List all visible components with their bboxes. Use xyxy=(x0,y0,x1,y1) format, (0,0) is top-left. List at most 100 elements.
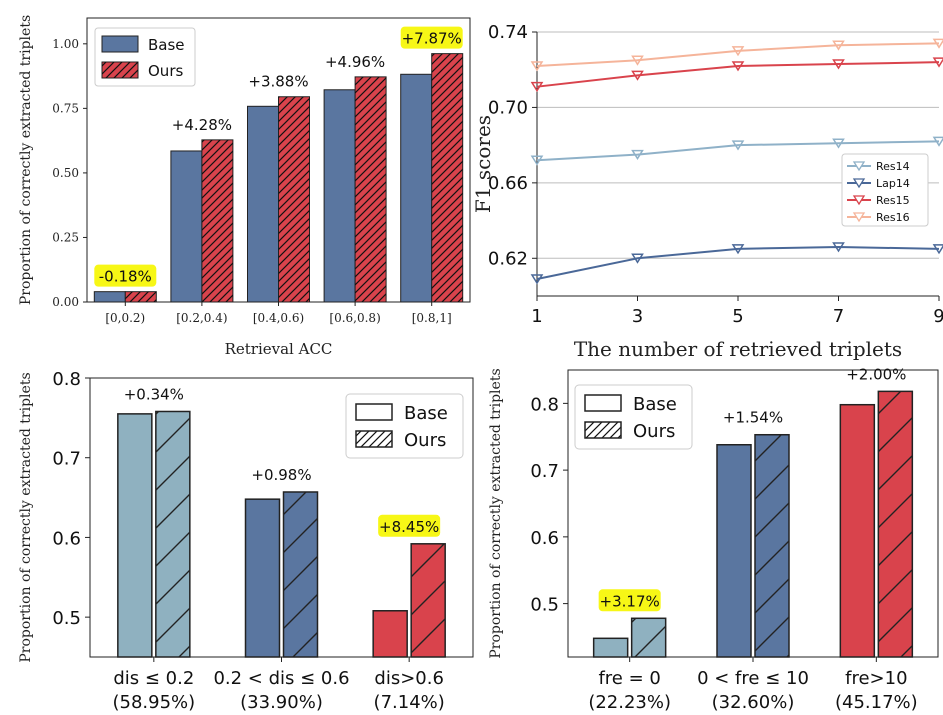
plot2-legend-marker xyxy=(852,212,866,223)
plot4-annotation: +1.54% xyxy=(723,409,783,427)
plot1-annotation: +7.87% xyxy=(402,30,462,48)
plot3-ytick-label: 0.7 xyxy=(52,449,81,470)
plot3-xtick-sublabel: (58.95%) xyxy=(112,692,195,713)
plot2-legend-marker xyxy=(852,161,866,172)
plot3-bar-base xyxy=(244,498,281,658)
plot3-ylabel: Proportion of correctly extracted triple… xyxy=(18,372,34,662)
plot2-line-res16 xyxy=(536,42,940,67)
plot1-annotation-highlight xyxy=(400,26,463,49)
plot1-annotation: +4.28% xyxy=(172,116,232,134)
plot3-annotation: +0.98% xyxy=(251,466,311,484)
plot4-legend-swatch-base xyxy=(584,394,622,412)
plot1-ytick-label: 1.00 xyxy=(52,37,79,51)
plot2-marker-res16 xyxy=(530,61,544,72)
plot2-marker-res16 xyxy=(932,38,943,49)
plot1-bar-ours-hatch xyxy=(201,139,233,302)
plot2-legend-marker xyxy=(852,178,866,189)
plot2-xtick-label: 3 xyxy=(632,306,643,327)
plot2-line-res14 xyxy=(536,140,940,162)
plot1-bar-base xyxy=(170,150,203,303)
plot2-ytick-label: 0.62 xyxy=(488,248,528,269)
plot1-annotation-highlight xyxy=(94,264,157,287)
plot1-bar-ours-hatch xyxy=(431,53,463,302)
plot2-marker-lap14 xyxy=(631,253,644,264)
plot4-xtick-sublabel: (45.17%) xyxy=(835,692,918,713)
plot1-bar-ours-hatch xyxy=(125,291,157,302)
plot2-legend-label: Res16 xyxy=(876,211,910,224)
plot3-bar-ours-hatch xyxy=(411,543,446,657)
plot3-ytick-label: 0.5 xyxy=(52,608,81,629)
plot4-bar-ours-hatch xyxy=(631,618,666,657)
plot4-xtick-label: fre = 0 xyxy=(598,668,660,689)
plot4-legend-swatch-ours xyxy=(584,421,622,439)
plot2-line-lap14 xyxy=(536,245,940,281)
plot3-bar-ours-hatch xyxy=(155,411,190,657)
plot2-marker-res14 xyxy=(631,149,644,160)
plot1-legend-swatch-ours-hatch xyxy=(102,62,138,78)
plot3-annotation: +0.34% xyxy=(124,385,184,403)
plot1-xlabel: Retrieval ACC xyxy=(225,340,333,358)
plot1-bar-ours-hatch xyxy=(278,96,310,302)
plot4-bar-ours-hatch xyxy=(755,434,789,657)
plot2-marker-res16 xyxy=(731,46,745,57)
plot3-bar-base xyxy=(372,610,408,658)
plot3-annotation: +8.45% xyxy=(379,518,439,536)
plot2-marker-lap14 xyxy=(932,244,943,255)
plot4-xtick-label: 0 < fre ≤ 10 xyxy=(697,668,809,689)
plot1-ylabel: Proportion of correctly extracted triple… xyxy=(18,15,34,305)
plot1-annotation: -0.18% xyxy=(99,268,152,286)
plot2-ytick-label: 0.66 xyxy=(488,173,528,194)
plot4-xtick-label: fre>10 xyxy=(845,668,907,689)
plot1-ytick-label: 0.00 xyxy=(52,295,79,309)
plot2-marker-res15 xyxy=(530,81,544,93)
plot2-marker-lap14 xyxy=(530,274,544,285)
plot4-xtick-sublabel: (32.60%) xyxy=(712,692,795,713)
plot2-xtick-label: 9 xyxy=(933,306,943,327)
plot2-line-res15 xyxy=(536,61,940,88)
plot4-bar-base xyxy=(592,637,629,658)
plot4-ytick-label: 0.6 xyxy=(530,528,559,549)
plot4-annotation: +3.17% xyxy=(600,592,660,610)
plot2-ytick-label: 0.74 xyxy=(488,22,528,43)
plot3-ytick-label: 0.6 xyxy=(52,528,81,549)
plot1-annotation: +4.96% xyxy=(325,53,385,71)
plot2-legend-box xyxy=(841,153,929,227)
plot3-bar-ours-hatch xyxy=(283,491,318,657)
plot3-legend-label-ours: Ours xyxy=(404,430,446,451)
plot4-ytick-label: 0.5 xyxy=(530,595,559,616)
plot1-legend-label-base: Base xyxy=(148,36,185,54)
plot2-marker-res16 xyxy=(832,40,845,51)
plot2-marker-res14 xyxy=(832,138,845,149)
plot3-legend-label-base: Base xyxy=(404,403,448,424)
plot1-bar-base xyxy=(247,105,279,303)
plot4-ylabel: Proportion of correctly extracted triple… xyxy=(488,368,504,658)
plot2-marker-res16 xyxy=(631,55,644,66)
plot3-xtick-label: dis>0.6 xyxy=(374,668,444,689)
plot3-bar-base xyxy=(117,413,153,658)
plot1-legend-swatch-base xyxy=(101,35,139,53)
plot4-annotation: +2.00% xyxy=(846,365,906,383)
plot4-legend-label-ours: Ours xyxy=(633,421,675,442)
plot2-marker-lap14 xyxy=(832,242,845,253)
plot2-marker-res15 xyxy=(631,70,644,81)
plot4-bar-base xyxy=(839,403,876,658)
plot2-marker-res15 xyxy=(731,61,745,72)
plot2-xtick-label: 5 xyxy=(732,306,743,327)
plot3-xtick-label: dis ≤ 0.2 xyxy=(113,668,194,689)
plot3-xtick-sublabel: (7.14%) xyxy=(374,692,445,713)
plot2-marker-res14 xyxy=(932,136,943,147)
plot2-ytick-label: 0.70 xyxy=(488,97,528,118)
plot3-ytick-label: 0.8 xyxy=(52,369,81,390)
plot2-xlabel: The number of retrieved triplets xyxy=(574,337,902,361)
plot1-xtick-label: [0.6,0.8) xyxy=(329,311,380,325)
plot1-annotation: +3.88% xyxy=(248,73,308,91)
plot2-legend-label: Res14 xyxy=(876,160,910,173)
plot2-legend-marker xyxy=(852,195,866,206)
plot2-xtick-label: 7 xyxy=(833,306,844,327)
plot1-ytick-label: 0.75 xyxy=(52,101,79,115)
plot4-ytick-label: 0.8 xyxy=(530,394,559,415)
plot2-marker-res15 xyxy=(932,57,943,68)
plot4-ytick-label: 0.7 xyxy=(530,461,559,482)
plot2-marker-res14 xyxy=(731,140,745,151)
